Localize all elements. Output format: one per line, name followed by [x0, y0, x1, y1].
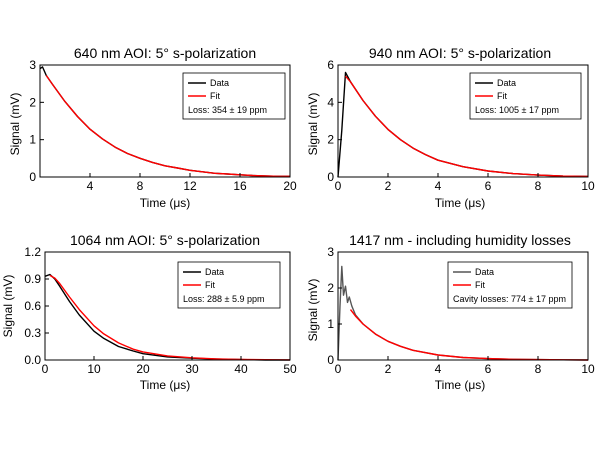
x-tick-label: 10 [87, 362, 101, 376]
x-axis-label: Time (μs) [435, 378, 485, 392]
x-tick-label: 2 [385, 179, 392, 193]
x-tick-label: 2 [385, 362, 392, 376]
y-axis-label: Signal (mV) [306, 93, 320, 156]
y-tick-label: 2 [327, 133, 334, 147]
chart-title: 1417 nm - including humidity losses [349, 232, 571, 248]
legend: Data Fit Loss: 354 ± 19 ppm [182, 72, 286, 120]
x-tick-label: 20 [136, 362, 150, 376]
chart-title: 640 nm AOI: 5° s-polarization [74, 45, 256, 61]
x-tick-label: 16 [233, 179, 247, 193]
y-tick-label: 0 [327, 353, 334, 367]
x-tick-label: 30 [185, 362, 199, 376]
panel-1417nm: 1417 nm - including humidity losses 0 2 4 6… [306, 232, 595, 392]
y-axis-label: Signal (mV) [1, 275, 15, 338]
y-tick-label: 0 [327, 170, 334, 184]
y-tick-label: 2 [327, 281, 334, 295]
legend-label-fit: Fit [475, 280, 485, 290]
legend-label-data: Data [210, 78, 229, 88]
y-tick-label: 3 [29, 58, 36, 72]
legend-note: Loss: 288 ± 5.9 ppm [183, 294, 265, 304]
x-tick-label: 6 [485, 179, 492, 193]
x-axis-label: Time (μs) [140, 196, 190, 210]
x-tick-label: 0 [335, 362, 342, 376]
x-axis-label: Time (μs) [140, 378, 190, 392]
y-tick-label: 1.2 [24, 245, 41, 259]
y-axis-label: Signal (mV) [8, 93, 22, 156]
y-tick-label: 4 [327, 95, 334, 109]
series-line-fit [344, 75, 589, 178]
legend-note: Cavity losses: 774 ± 17 ppm [453, 294, 566, 304]
x-tick-label: 8 [137, 179, 144, 193]
legend-label-fit: Fit [497, 91, 507, 101]
x-tick-label: 6 [485, 362, 492, 376]
x-tick-label: 10 [581, 179, 595, 193]
y-tick-label: 0.0 [24, 353, 41, 367]
x-tick-label: 50 [283, 362, 297, 376]
x-tick-label: 0 [335, 179, 342, 193]
y-tick-label: 0.6 [24, 299, 41, 313]
chart-title: 1064 nm AOI: 5° s-polarization [70, 232, 260, 248]
y-tick-label: 3 [327, 245, 334, 259]
x-tick-label: 20 [283, 179, 297, 193]
plot-group: 0 2 4 6 8 10 0 1 2 3 [327, 245, 595, 376]
x-tick-label: 4 [435, 179, 442, 193]
y-tick-label: 0.3 [24, 326, 41, 340]
x-tick-label: 12 [183, 179, 197, 193]
panel-940nm: 940 nm AOI: 5° s-polarization 0 2 4 6 8 10 0 2 4… [306, 45, 595, 210]
legend-label-fit: Fit [205, 280, 215, 290]
plot-frame [337, 251, 589, 361]
x-axis-label: Time (μs) [435, 196, 485, 210]
legend-label-data: Data [497, 78, 516, 88]
legend-label-data: Data [475, 267, 494, 277]
legend-label-data: Data [205, 267, 224, 277]
legend-note: Loss: 354 ± 19 ppm [188, 105, 267, 115]
x-tick-label: 10 [581, 362, 595, 376]
legend-note: Loss: 1005 ± 17 ppm [475, 105, 559, 115]
plot-frame [39, 64, 291, 178]
y-axis-label: Signal (mV) [306, 279, 320, 342]
x-tick-label: 8 [535, 179, 542, 193]
x-tick-label: 4 [87, 179, 94, 193]
plot-group: 0 10 20 30 40 50 0.0 0.3 0.6 0.9 1.2 [24, 245, 297, 376]
legend: Data Fit Cavity losses: 774 ± 17 ppm [447, 261, 573, 309]
y-tick-label: 0 [29, 170, 36, 184]
y-tick-label: 2 [29, 95, 36, 109]
series-line-fit [45, 75, 290, 177]
y-tick-label: 1 [327, 317, 334, 331]
plot-group: 0 2 4 6 8 10 0 2 4 6 [327, 58, 595, 193]
y-tick-label: 6 [327, 58, 334, 72]
y-tick-label: 0.9 [24, 272, 41, 286]
panel-1064nm: 1064 nm AOI: 5° s-polarization 0 10 20 30 40… [1, 232, 297, 392]
legend: Data Fit Loss: 1005 ± 17 ppm [469, 72, 582, 120]
y-tick-label: 1 [29, 133, 36, 147]
plot-frame [337, 64, 589, 178]
series-line-fit [49, 274, 291, 361]
legend-label-fit: Fit [210, 91, 220, 101]
x-tick-label: 40 [234, 362, 248, 376]
panel-640nm: 640 nm AOI: 5° s-polarization 4 8 12 16 2001… [8, 45, 297, 210]
x-tick-label: 8 [535, 362, 542, 376]
legend: Data Fit Loss: 288 ± 5.9 ppm [177, 261, 281, 309]
x-tick-label: 4 [435, 362, 442, 376]
x-tick-label: 0 [42, 362, 49, 376]
chart-title: 940 nm AOI: 5° s-polarization [369, 45, 551, 61]
